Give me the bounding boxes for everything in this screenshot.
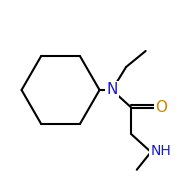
- Text: N: N: [106, 82, 118, 97]
- Text: NH: NH: [150, 144, 171, 158]
- Text: O: O: [156, 100, 168, 115]
